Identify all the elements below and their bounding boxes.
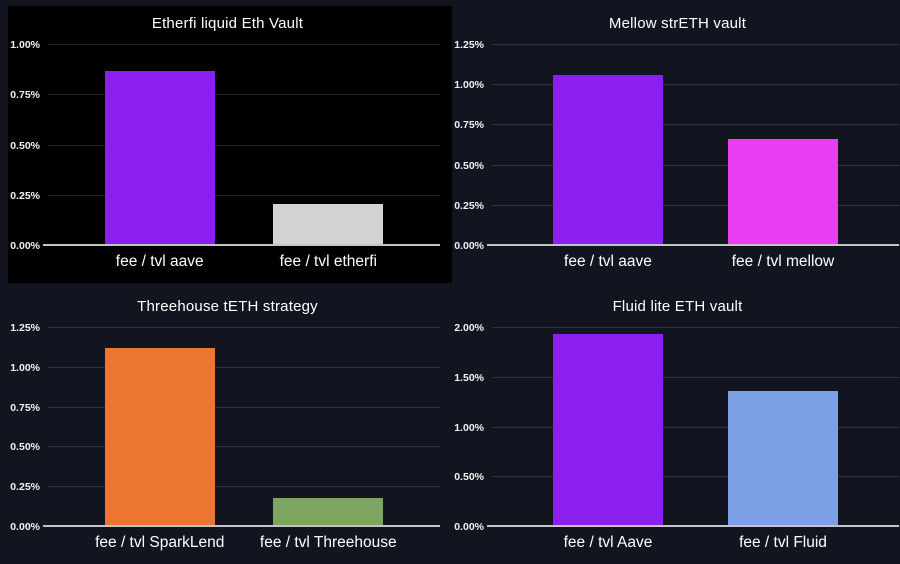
y-tick-label: 1.25% — [10, 322, 40, 334]
y-tick-label: 0.75% — [10, 401, 40, 414]
chart-threehouse-strategy: Threehouse tETH strategy 1.25% 1.00% 0.75%… — [0, 283, 455, 564]
bar-fee-tvl-sparklend[interactable] — [104, 348, 215, 525]
y-tick-label: 1.00% — [454, 79, 484, 92]
x-category-label: fee / tvl aave — [564, 253, 652, 270]
y-tick-label: 0.75% — [454, 119, 484, 132]
gridline — [492, 124, 899, 126]
y-tick-label: 0.00% — [454, 240, 484, 252]
y-tick-label: 0.50% — [454, 471, 484, 484]
x-axis-line — [487, 525, 899, 527]
gridline — [48, 327, 440, 328]
x-category-label: fee / tvl Threehouse — [259, 534, 397, 551]
gridline — [492, 204, 899, 206]
plot-area[interactable]: 2.00% 1.50% 1.00% 0.50% 0.00% fee / tvl Aave f… — [454, 322, 899, 551]
bar-fee-tvl-aave[interactable] — [104, 71, 215, 244]
x-category-label: fee / tvl mellow — [731, 253, 835, 270]
y-tick-label: 1.00% — [454, 421, 484, 434]
y-tick-label: 0.50% — [10, 441, 40, 454]
chart-title: Fluid lite ETH vault — [612, 298, 743, 315]
x-category-label: fee / tvl etherfi — [279, 253, 377, 270]
gridline — [492, 426, 899, 428]
chart-title: Threehouse tETH strategy — [137, 298, 318, 315]
y-tick-label: 0.25% — [454, 199, 484, 212]
chart-etherfi-vault: Etherfi liquid Eth Vault 1.00% 0.75% 0.50%… — [0, 0, 455, 283]
plot-area[interactable]: 1.25% 1.00% 0.75% 0.50% 0.25% 0.00% fee / tvl … — [10, 322, 440, 551]
bar-fee-tvl-fluid[interactable] — [728, 390, 838, 525]
chart-title: Etherfi liquid Eth Vault — [151, 15, 304, 32]
gridline — [48, 44, 440, 45]
x-category-label: fee / tvl Fluid — [739, 534, 827, 551]
y-tick-label: 0.25% — [10, 481, 40, 494]
gridline — [492, 327, 899, 328]
chart-fluid-vault: Fluid lite ETH vault 2.00% 1.50% 1.00% 0.50… — [454, 283, 900, 564]
x-axis-line — [43, 244, 440, 246]
gridline — [492, 164, 899, 166]
bar-fee-tvl-etherfi[interactable] — [273, 203, 384, 244]
gridline — [492, 476, 899, 478]
bar-fee-tvl-aave[interactable] — [552, 75, 663, 244]
gridline — [48, 486, 440, 488]
y-tick-label: 0.75% — [10, 89, 40, 102]
y-tick-label: 0.25% — [10, 189, 40, 202]
y-tick-label: 1.25% — [454, 39, 484, 51]
x-axis-line — [487, 244, 899, 246]
y-tick-label: 2.00% — [454, 322, 484, 334]
gridline — [48, 366, 440, 368]
chart-mellow-vault: Mellow strETH vault 1.25% 1.00% 0.75% 0.50%… — [454, 0, 900, 283]
bar-fee-tvl-mellow[interactable] — [728, 139, 838, 244]
gridline — [492, 84, 899, 86]
y-tick-label: 1.50% — [454, 371, 484, 384]
plot-area[interactable]: 1.25% 1.00% 0.75% 0.50% 0.25% 0.00% fee / tvl … — [454, 39, 899, 270]
gridline — [48, 144, 440, 146]
gridline — [48, 446, 440, 448]
gridline — [492, 44, 899, 45]
gridline — [48, 406, 440, 408]
x-category-label: fee / tvl SparkLend — [95, 534, 225, 551]
y-tick-label: 0.50% — [454, 159, 484, 172]
bar-fee-tvl-threehouse[interactable] — [273, 497, 384, 525]
y-tick-label: 0.00% — [454, 521, 484, 533]
x-category-label: fee / tvl aave — [115, 253, 204, 270]
gridline — [48, 94, 440, 96]
bar-fee-tvl-aave[interactable] — [552, 333, 663, 525]
y-tick-label: 0.00% — [10, 240, 40, 252]
y-tick-label: 1.00% — [10, 39, 40, 51]
y-tick-label: 1.00% — [10, 361, 40, 374]
x-category-label: fee / tvl Aave — [563, 534, 653, 551]
x-axis-line — [43, 525, 440, 527]
y-tick-label: 0.50% — [10, 139, 40, 152]
plot-area[interactable]: 1.00% 0.75% 0.50% 0.25% 0.00% fee / tvl aave f… — [10, 39, 440, 270]
gridline — [48, 194, 440, 196]
chart-title: Mellow strETH vault — [608, 15, 747, 32]
y-tick-label: 0.00% — [10, 521, 40, 533]
gridline — [492, 376, 899, 378]
